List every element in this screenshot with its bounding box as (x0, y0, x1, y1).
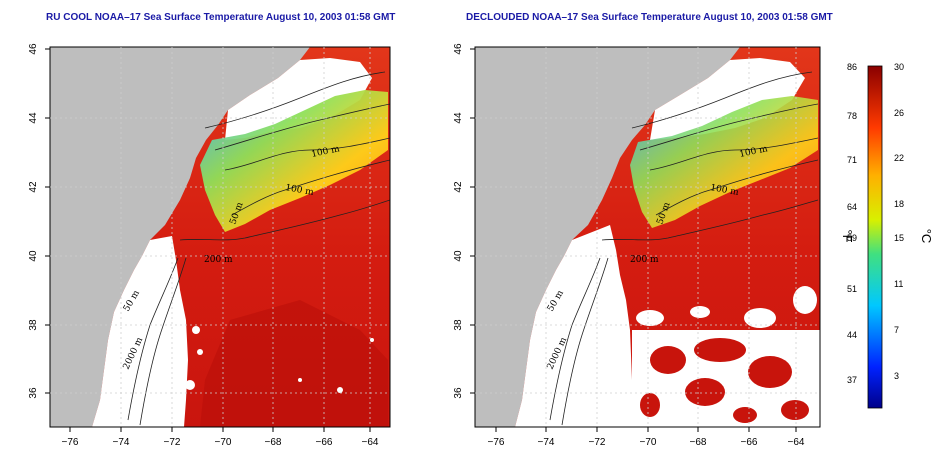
colorbar-fahrenheit-unit: °F (840, 229, 855, 242)
left-cloud-mask-coast (92, 236, 188, 427)
colorbar-f-51: 51 (847, 284, 857, 294)
left-contour-label-100m-center: 100 m (284, 183, 314, 198)
right-map-title: DECLOUDED NOAA–17 Sea Surface Temperatur… (466, 12, 833, 23)
colorbar-c-3: 3 (894, 371, 899, 381)
left-x-tick-68: −68 (265, 437, 282, 448)
right-y-tick-38: 38 (453, 319, 464, 331)
left-y-tick-46: 46 (28, 43, 39, 55)
colorbar-f-71: 71 (847, 155, 857, 165)
left-x-axis (69, 427, 371, 432)
left-x-tick-72: −72 (164, 437, 181, 448)
right-x-tick-72: −72 (589, 437, 606, 448)
colorbar-f-37: 37 (847, 375, 857, 385)
right-y-tick-44: 44 (453, 112, 464, 124)
right-grid (475, 47, 820, 427)
right-y-tick-42: 42 (453, 181, 464, 193)
left-y-tick-44: 44 (28, 112, 39, 124)
colorbar-c-15: 15 (894, 233, 904, 243)
colorbar-f-86: 86 (847, 62, 857, 72)
colorbar-celsius-unit: °C (919, 229, 934, 244)
right-y-tick-36: 36 (453, 387, 464, 399)
left-contour-label-200m: 200 m (204, 255, 233, 265)
left-warm-core (200, 300, 388, 427)
colorbar-c-26: 26 (894, 108, 904, 118)
right-x-tick-74: −74 (538, 437, 555, 448)
right-y-tick-40: 40 (453, 250, 464, 262)
right-x-tick-64: −64 (788, 437, 805, 448)
left-map-title: RU COOL NOAA–17 Sea Surface Temperature … (46, 12, 396, 23)
colorbar-f-78: 78 (847, 111, 857, 121)
right-contour-label-100m-center: 100 m (709, 183, 739, 198)
left-cloud-speckles (157, 297, 374, 414)
left-x-tick-64: −64 (362, 437, 379, 448)
left-y-tick-42: 42 (28, 181, 39, 193)
left-y-tick-38: 38 (28, 319, 39, 331)
right-y-axis (470, 48, 475, 394)
colorbar: 86 78 71 64 59 51 44 37 30 26 22 18 15 1… (840, 62, 934, 409)
left-y-tick-40: 40 (28, 250, 39, 262)
left-x-tick-76: −76 (62, 437, 79, 448)
colorbar-c-18: 18 (894, 199, 904, 209)
left-x-tick-74: −74 (113, 437, 130, 448)
colorbar-f-64: 64 (847, 202, 857, 212)
colorbar-c-11: 11 (894, 279, 903, 289)
left-map-frame (49, 46, 391, 428)
left-map-panel: 100 m 100 m 50 m 200 m 50 m 2000 m −76 −… (28, 43, 391, 448)
right-cloud-mask-gulf (650, 58, 805, 140)
right-x-axis (495, 427, 797, 432)
right-map-panel: 100 m 100 m 50 m 200 m 50 m 2000 m −76 −… (453, 43, 821, 448)
colorbar-gradient (867, 65, 883, 409)
left-x-tick-70: −70 (215, 437, 232, 448)
left-depth-contours (127, 71, 390, 426)
left-land-mass (50, 47, 310, 427)
right-x-tick-66: −66 (741, 437, 758, 448)
colorbar-f-44: 44 (847, 330, 857, 340)
left-grid (50, 47, 390, 427)
colorbar-c-7: 7 (894, 325, 899, 335)
colorbar-c-22: 22 (894, 153, 904, 163)
right-x-tick-70: −70 (640, 437, 657, 448)
right-contour-label-200m: 200 m (630, 255, 659, 265)
colorbar-c-30: 30 (894, 62, 904, 72)
left-shelf-temperature-field (200, 90, 388, 232)
right-land-mass (475, 47, 740, 427)
left-x-tick-66: −66 (316, 437, 333, 448)
right-x-tick-68: −68 (690, 437, 707, 448)
colorbar-f-59: 59 (847, 233, 857, 243)
left-y-tick-36: 36 (28, 387, 39, 399)
right-y-tick-46: 46 (453, 43, 464, 55)
right-x-tick-76: −76 (488, 437, 505, 448)
left-y-axis (45, 48, 50, 394)
right-warm-islands (640, 338, 809, 423)
right-shelf-temperature-field (630, 96, 818, 228)
